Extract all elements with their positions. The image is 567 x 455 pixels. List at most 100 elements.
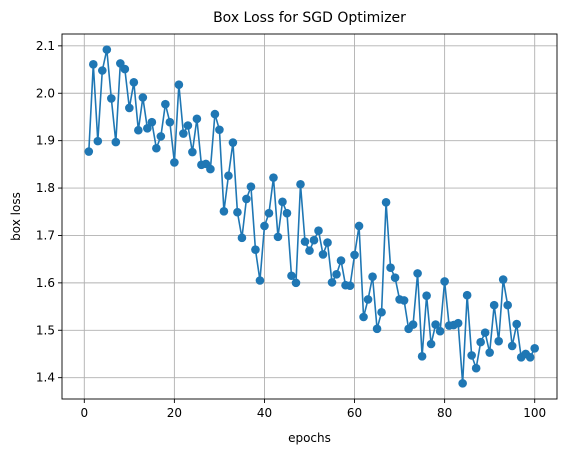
- data-point: [336, 256, 346, 265]
- data-point: [530, 343, 539, 353]
- data-point: [386, 263, 395, 272]
- x-tick-label: 0: [80, 406, 88, 420]
- data-point: [183, 121, 193, 130]
- x-tick-label: 60: [347, 406, 362, 420]
- data-point: [350, 250, 359, 260]
- y-tick-label: 1.9: [36, 134, 55, 148]
- data-point: [480, 328, 490, 337]
- data-point: [251, 245, 260, 254]
- data-point: [219, 206, 229, 216]
- data-point: [368, 272, 377, 282]
- x-tick-label: 40: [257, 406, 272, 420]
- data-point: [120, 64, 130, 74]
- loss-series: [84, 45, 539, 388]
- data-point: [327, 278, 337, 287]
- data-point: [161, 99, 170, 109]
- data-point: [372, 324, 382, 334]
- data-point: [399, 296, 409, 305]
- data-point: [309, 235, 319, 245]
- data-point: [84, 147, 94, 156]
- data-point: [246, 182, 256, 191]
- y-tick-label: 1.5: [36, 323, 55, 337]
- data-point: [260, 221, 269, 231]
- data-point: [291, 278, 301, 288]
- data-point: [453, 318, 463, 328]
- data-point: [377, 307, 386, 317]
- data-point: [152, 143, 161, 153]
- y-axis-ticks: 1.4 1.5 1.6 1.7 1.8 1.9 2.0 2.1: [36, 39, 62, 385]
- data-point: [485, 348, 494, 357]
- data-point: [345, 281, 355, 291]
- data-point: [489, 300, 499, 310]
- y-tick-label: 1.8: [36, 181, 55, 195]
- data-point: [269, 173, 278, 182]
- data-point: [476, 337, 485, 347]
- data-point: [503, 300, 512, 310]
- x-tick-label: 100: [523, 406, 546, 420]
- data-point: [165, 117, 175, 127]
- x-gridlines: [83, 34, 536, 399]
- data-point: [498, 275, 508, 284]
- data-point: [363, 295, 373, 304]
- data-point: [237, 233, 247, 243]
- data-point: [143, 124, 152, 133]
- data-point: [102, 45, 112, 54]
- data-point: [206, 164, 215, 174]
- data-point: [278, 197, 287, 207]
- data-point: [471, 363, 481, 373]
- data-point: [417, 352, 427, 361]
- series-line: [88, 48, 536, 385]
- data-point: [264, 208, 274, 218]
- data-point: [287, 271, 296, 281]
- data-point: [354, 221, 364, 231]
- data-point: [255, 276, 265, 285]
- data-point: [494, 336, 503, 346]
- data-point: [111, 137, 121, 147]
- data-point: [192, 114, 202, 124]
- data-point: [305, 246, 314, 255]
- data-point: [282, 208, 292, 218]
- y-gridlines: [62, 45, 557, 379]
- y-axis-label: box loss: [9, 192, 23, 241]
- data-point: [390, 273, 400, 282]
- x-axis-ticks: 0 20 40 60 80 100: [80, 399, 546, 420]
- data-point: [273, 232, 283, 242]
- data-point: [467, 351, 476, 360]
- data-point: [228, 138, 238, 147]
- data-point: [188, 147, 197, 157]
- x-tick-label: 80: [437, 406, 452, 420]
- data-point: [93, 136, 103, 146]
- data-point: [174, 80, 184, 90]
- data-point: [318, 250, 328, 259]
- data-point: [125, 103, 134, 113]
- data-point: [458, 379, 467, 388]
- data-point: [147, 117, 157, 127]
- data-point: [507, 341, 517, 351]
- data-point: [296, 179, 305, 189]
- data-point: [179, 129, 188, 138]
- data-point: [242, 194, 251, 204]
- data-point: [134, 125, 143, 135]
- x-tick-label: 20: [167, 406, 182, 420]
- data-point: [323, 238, 332, 247]
- data-point: [525, 352, 535, 362]
- y-tick-label: 1.6: [36, 276, 55, 290]
- data-point: [300, 237, 310, 246]
- data-point: [210, 109, 220, 119]
- data-point: [224, 171, 233, 181]
- data-point: [359, 312, 368, 322]
- data-point: [512, 319, 521, 329]
- x-axis-label: epochs: [288, 431, 331, 445]
- y-tick-label: 2.0: [36, 86, 55, 100]
- data-point: [138, 93, 148, 102]
- data-point: [431, 320, 440, 329]
- data-point: [408, 320, 418, 329]
- data-point: [170, 158, 179, 167]
- data-point: [107, 94, 116, 103]
- data-point: [98, 66, 107, 75]
- data-point: [422, 291, 431, 300]
- data-point: [440, 277, 449, 286]
- data-point: [89, 60, 98, 69]
